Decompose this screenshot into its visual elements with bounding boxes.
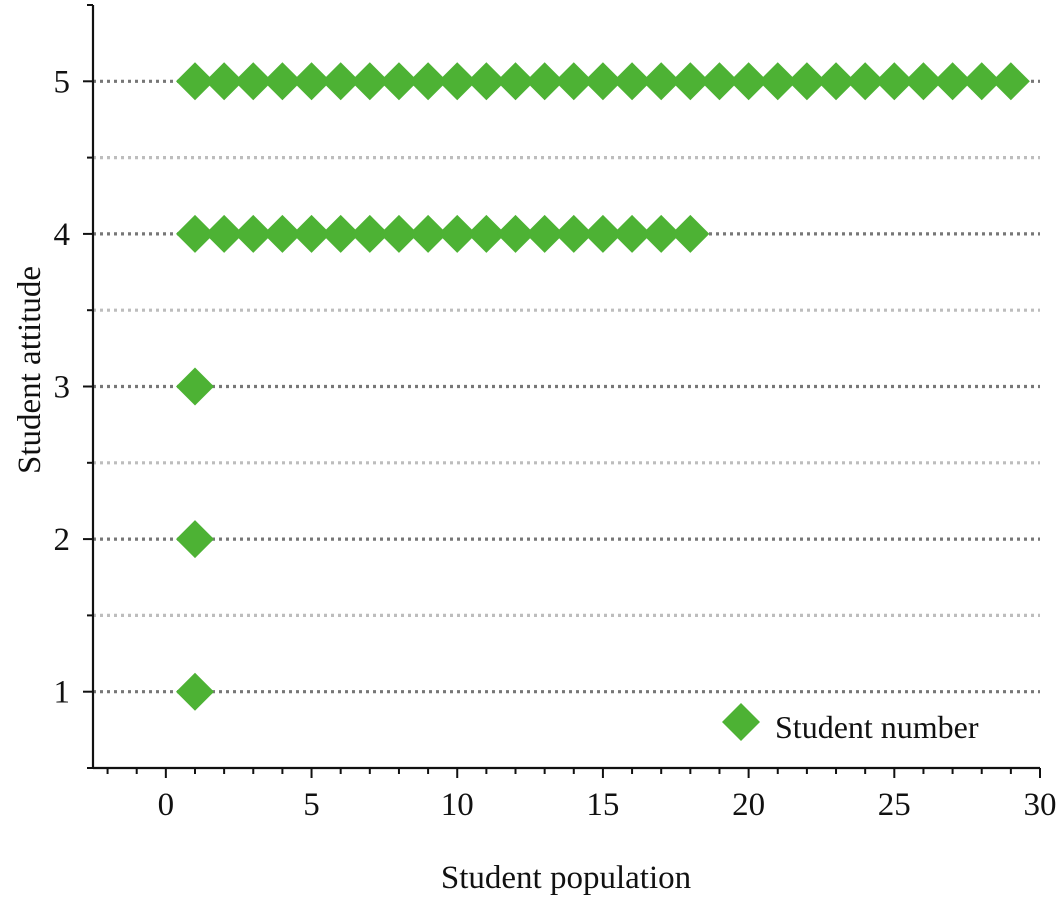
data-point-marker: [350, 214, 389, 253]
x-tick-label: 25: [878, 787, 911, 823]
tick-labels: 0 5 10 15 20 25 30 1 2 3 4 5: [54, 64, 1057, 823]
data-point-marker: [817, 62, 856, 101]
y-tick-label: 3: [54, 370, 71, 406]
x-tick-label: 20: [732, 787, 765, 823]
x-axis-label: Student population: [441, 860, 691, 896]
data-point-marker: [321, 62, 360, 101]
data-point-marker: [671, 62, 710, 101]
legend: Student number: [722, 703, 979, 745]
data-point-marker: [234, 214, 273, 253]
data-markers: [175, 62, 1030, 711]
data-point-marker: [846, 62, 885, 101]
data-point-marker: [205, 214, 244, 253]
data-point-marker: [409, 214, 448, 253]
data-point-marker: [700, 62, 739, 101]
x-tick-label: 15: [586, 787, 619, 823]
data-point-marker: [379, 62, 418, 101]
data-point-marker: [467, 62, 506, 101]
y-axis-label: Student attitude: [12, 266, 48, 474]
data-point-marker: [991, 62, 1030, 101]
data-point-marker: [933, 62, 972, 101]
data-point-marker: [642, 62, 681, 101]
x-tick-label: 0: [158, 787, 175, 823]
data-point-marker: [525, 214, 564, 253]
data-point-marker: [525, 62, 564, 101]
data-point-marker: [321, 214, 360, 253]
data-point-marker: [175, 214, 214, 253]
data-point-marker: [758, 62, 797, 101]
data-point-marker: [875, 62, 914, 101]
x-tick-label: 5: [303, 787, 320, 823]
y-tick-label: 1: [54, 675, 71, 711]
data-point-marker: [263, 214, 302, 253]
x-tick-label: 10: [441, 787, 474, 823]
data-point-marker: [904, 62, 943, 101]
data-point-marker: [292, 62, 331, 101]
data-point-marker: [175, 520, 214, 559]
legend-label: Student number: [775, 709, 979, 745]
legend-marker: [722, 703, 760, 741]
data-point-marker: [379, 214, 418, 253]
data-point-marker: [554, 214, 593, 253]
data-point-marker: [292, 214, 331, 253]
data-point-marker: [496, 62, 535, 101]
data-point-marker: [350, 62, 389, 101]
data-point-marker: [205, 62, 244, 101]
data-point-marker: [263, 62, 302, 101]
data-point-marker: [409, 62, 448, 101]
axes: [83, 4, 1041, 778]
data-point-marker: [642, 214, 681, 253]
data-point-marker: [175, 367, 214, 406]
data-point-marker: [554, 62, 593, 101]
y-tick-label: 5: [54, 64, 71, 100]
data-point-marker: [496, 214, 535, 253]
data-point-marker: [438, 62, 477, 101]
data-point-marker: [962, 62, 1001, 101]
data-point-marker: [583, 214, 622, 253]
grid-lines: [93, 79, 1040, 694]
y-tick-label: 4: [54, 217, 71, 253]
data-point-marker: [613, 214, 652, 253]
data-point-marker: [613, 62, 652, 101]
data-point-marker: [583, 62, 622, 101]
data-point-marker: [438, 214, 477, 253]
x-tick-label: 30: [1024, 787, 1057, 823]
y-tick-label: 2: [54, 522, 71, 558]
data-point-marker: [234, 62, 273, 101]
data-point-marker: [175, 672, 214, 711]
data-point-marker: [671, 214, 710, 253]
data-point-marker: [175, 62, 214, 101]
data-point-marker: [729, 62, 768, 101]
data-point-marker: [467, 214, 506, 253]
data-point-marker: [787, 62, 826, 101]
